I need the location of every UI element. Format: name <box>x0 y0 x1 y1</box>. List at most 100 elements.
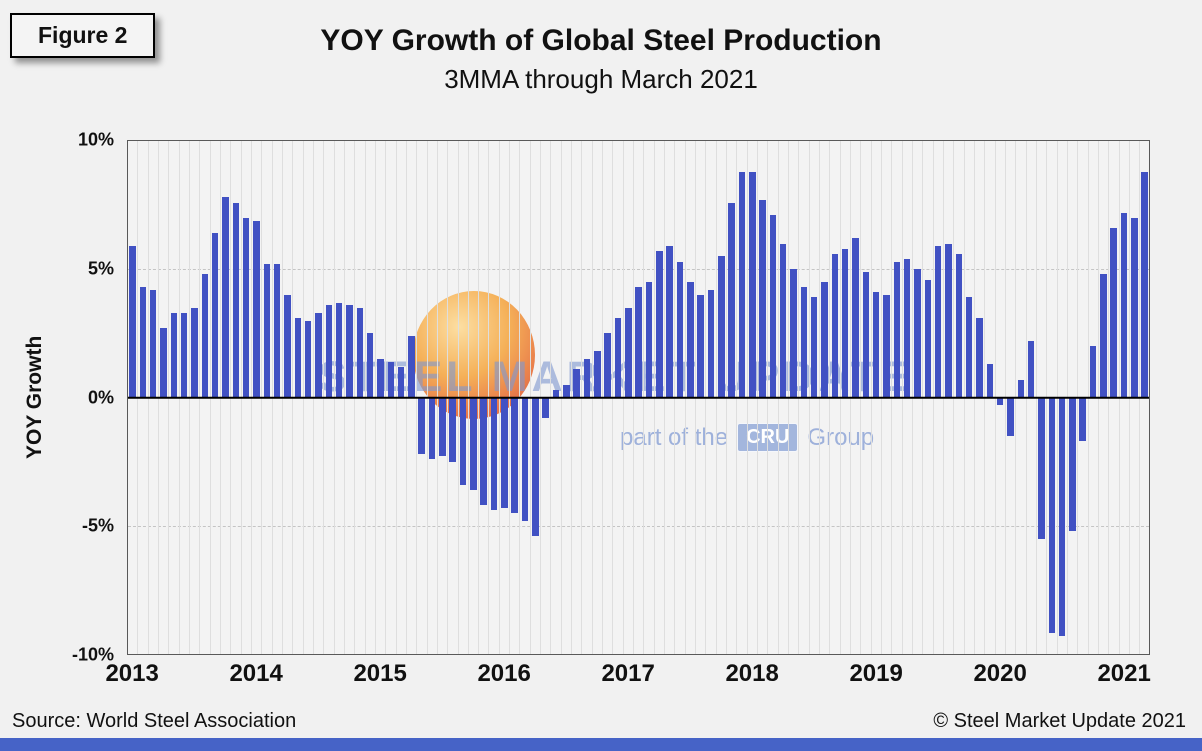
zero-axis-line <box>128 396 1149 399</box>
yoy-growth-bar <box>996 397 1004 406</box>
yoy-growth-bar <box>862 271 870 398</box>
yoy-growth-bar <box>1131 217 1138 398</box>
yoy-growth-bar <box>201 274 209 398</box>
yoy-growth-bar <box>625 307 632 398</box>
yoy-growth-bar <box>490 397 498 511</box>
yoy-growth-bar <box>1007 397 1014 436</box>
yoy-growth-bar <box>779 243 787 398</box>
yoy-growth-bar <box>532 397 539 536</box>
yoy-growth-bar <box>986 364 994 398</box>
yoy-growth-bar <box>965 297 973 398</box>
yoy-growth-bar <box>294 318 302 398</box>
yoy-growth-bar <box>511 397 518 513</box>
yoy-growth-bar <box>211 233 219 398</box>
x-axis-year-label: 2020 <box>973 660 1027 687</box>
x-axis-year-label: 2013 <box>105 660 159 687</box>
plot-area: STEEL MARKET UPDATE part of the CRU Grou… <box>127 140 1150 655</box>
yoy-growth-bar <box>1100 274 1107 398</box>
y-axis-tick-label: -10% <box>71 644 114 665</box>
yoy-growth-bar <box>325 305 333 398</box>
x-axis-year-label: 2017 <box>601 660 655 687</box>
yoy-growth-bar <box>759 200 766 398</box>
yoy-growth-bar <box>924 279 932 398</box>
yoy-growth-bar <box>1027 341 1035 398</box>
yoy-growth-bar <box>594 351 601 398</box>
yoy-growth-bar <box>769 215 777 398</box>
yoy-growth-bar <box>563 384 570 398</box>
gridline-neg5pct <box>128 525 1149 527</box>
yoy-growth-bar <box>635 287 642 398</box>
yoy-growth-bar <box>728 202 735 398</box>
yoy-growth-bar <box>666 246 673 398</box>
yoy-growth-bar <box>790 269 797 398</box>
yoy-growth-bar <box>242 217 250 398</box>
y-axis-title: YOY Growth <box>23 335 46 460</box>
yoy-growth-bar <box>470 397 477 490</box>
yoy-growth-bar <box>893 261 901 398</box>
yoy-growth-bar <box>656 251 663 398</box>
yoy-growth-bar <box>428 397 436 460</box>
x-axis-year-label: 2021 <box>1097 660 1151 687</box>
yoy-growth-bar <box>232 202 240 398</box>
yoy-growth-bar <box>810 297 818 398</box>
yoy-growth-bar <box>346 305 353 398</box>
yoy-growth-bar <box>955 253 963 398</box>
yoy-growth-bar <box>718 256 725 398</box>
yoy-growth-bar <box>180 312 188 398</box>
yoy-growth-bar <box>449 397 456 462</box>
yoy-growth-bar <box>129 246 136 398</box>
yoy-growth-bar <box>800 287 808 398</box>
yoy-growth-bar <box>945 243 952 398</box>
yoy-growth-bar <box>573 369 580 398</box>
yoy-growth-bar <box>418 397 425 454</box>
yoy-growth-bar <box>934 246 942 398</box>
gridline-5pct <box>128 269 1149 271</box>
yoy-growth-bar <box>521 397 529 521</box>
y-axis-tick-label: -5% <box>81 515 114 536</box>
yoy-growth-bar <box>160 328 167 398</box>
x-axis-year-labels: 2013 2014 2015 2016 2017 2018 2019 2020 2021 <box>105 660 1151 690</box>
copyright-note: © Steel Market Update 2021 <box>933 710 1186 732</box>
yoy-growth-bar <box>253 220 260 398</box>
yoy-growth-bar <box>387 361 395 398</box>
yoy-growth-bar <box>903 259 911 398</box>
yoy-growth-bar <box>304 320 312 398</box>
yoy-growth-bar <box>1048 397 1056 634</box>
yoy-growth-bar <box>273 264 281 398</box>
yoy-growth-bar <box>366 333 374 398</box>
yoy-growth-bar <box>170 312 178 398</box>
yoy-growth-bar <box>397 366 405 398</box>
yoy-growth-bar <box>738 171 746 398</box>
chart-title: YOY Growth of Global Steel Production <box>320 24 882 57</box>
yoy-growth-bar <box>852 238 859 398</box>
x-axis-year-label: 2015 <box>353 660 407 687</box>
bar-slot <box>128 141 137 654</box>
watermark-tagline-suffix: Group <box>807 423 875 451</box>
chart-subtitle: 3MMA through March 2021 <box>444 64 758 94</box>
yoy-growth-bar <box>191 307 198 398</box>
x-axis-year-label: 2018 <box>725 660 779 687</box>
yoy-growth-bar <box>748 171 756 398</box>
yoy-growth-bar <box>139 287 147 398</box>
y-axis-tick-label: 10% <box>77 129 114 150</box>
yoy-growth-bar <box>707 289 715 398</box>
yoy-growth-bar <box>1017 379 1025 398</box>
yoy-growth-bar <box>439 397 446 457</box>
yoy-growth-bar <box>604 333 611 398</box>
yoy-growth-bar <box>687 282 694 398</box>
y-axis-tick-label: 0% <box>87 387 114 407</box>
figure-label: Figure 2 <box>38 22 128 48</box>
yoy-growth-bar <box>408 335 415 398</box>
yoy-growth-bar <box>976 318 983 398</box>
yoy-growth-bar <box>1058 397 1066 637</box>
yoy-growth-bar <box>284 294 291 398</box>
y-axis-tick-label: 5% <box>87 258 114 279</box>
footer-accent-bar <box>0 738 1202 751</box>
yoy-growth-bar <box>645 282 653 398</box>
yoy-growth-bar <box>1089 346 1097 398</box>
yoy-growth-bar <box>263 264 271 398</box>
yoy-growth-bar <box>914 269 921 398</box>
yoy-growth-bar <box>315 312 322 398</box>
yoy-growth-bar <box>356 307 364 398</box>
